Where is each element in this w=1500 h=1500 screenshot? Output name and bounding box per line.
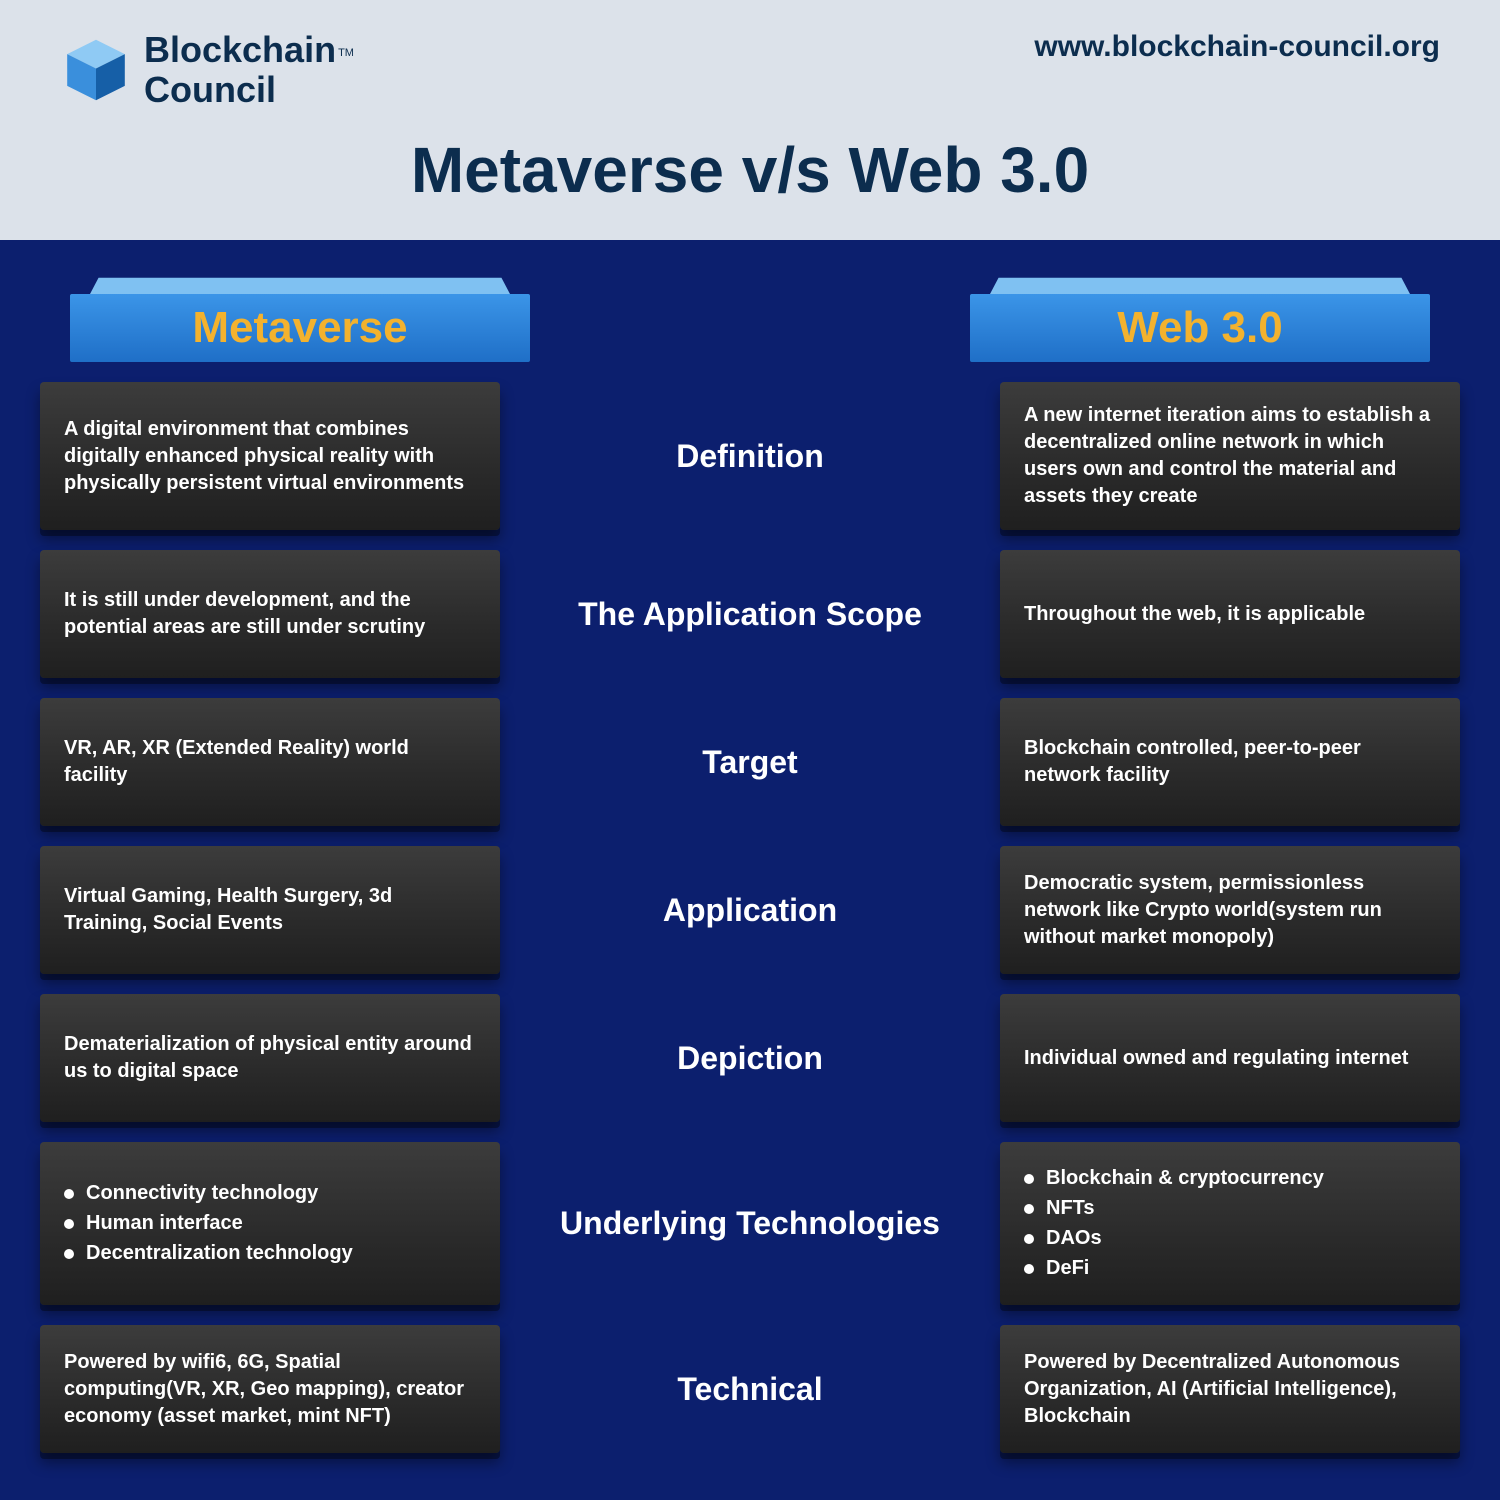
ribbon-accent [970, 1166, 1004, 1280]
comparison-body: Metaverse Web 3.0 A digital environment … [0, 240, 1500, 1500]
left-card: A digital environment that combines digi… [40, 382, 500, 530]
list-item: Decentralization technology [64, 1240, 476, 1267]
card-text: A digital environment that combines digi… [64, 416, 476, 497]
list-item: Human interface [64, 1210, 476, 1237]
card-text: It is still under development, and the p… [64, 587, 476, 641]
web3-header: Web 3.0 [970, 270, 1430, 362]
left-card: Virtual Gaming, Health Surgery, 3d Train… [40, 846, 500, 974]
comparison-row: It is still under development, and the p… [40, 550, 1460, 678]
list-item: Connectivity technology [64, 1180, 476, 1207]
site-url: www.blockchain-council.org [1034, 30, 1440, 64]
cube-icon [60, 34, 132, 106]
right-card: Powered by Decentralized Autonomous Orga… [1000, 1325, 1460, 1453]
right-card-wrap: Powered by Decentralized Autonomous Orga… [970, 1325, 1460, 1453]
header: BlockchainTM Council www.blockchain-coun… [0, 0, 1500, 240]
left-card: VR, AR, XR (Extended Reality) world faci… [40, 698, 500, 826]
right-card-wrap: Throughout the web, it is applicable [970, 550, 1460, 678]
brand-line2: Council [144, 70, 354, 110]
ribbon-accent [496, 569, 530, 659]
right-card: A new internet iteration aims to establi… [1000, 382, 1460, 530]
row-label: Technical [530, 1325, 970, 1453]
ribbon-accent [970, 569, 1004, 659]
card-text: Powered by wifi6, 6G, Spatial computing(… [64, 1349, 476, 1430]
right-card-wrap: A new internet iteration aims to establi… [970, 382, 1460, 530]
left-card-wrap: A digital environment that combines digi… [40, 382, 530, 530]
header-top: BlockchainTM Council www.blockchain-coun… [60, 30, 1440, 109]
right-card: Blockchain & cryptocurrency NFTs DAOs DeFi [1000, 1142, 1460, 1305]
ribbon-accent [496, 865, 530, 955]
card-text: Throughout the web, it is applicable [1024, 601, 1436, 628]
bullet-list: Connectivity technology Human interface De… [64, 1177, 476, 1270]
list-item: DAOs [1024, 1225, 1436, 1252]
card-text: VR, AR, XR (Extended Reality) world faci… [64, 735, 476, 789]
row-label: Target [530, 698, 970, 826]
ribbon-accent [496, 1013, 530, 1103]
ribbon-accent [970, 1344, 1004, 1434]
card-text: Dematerialization of physical entity aro… [64, 1031, 476, 1085]
ribbon-accent [970, 1013, 1004, 1103]
ribbon-accent [496, 1344, 530, 1434]
left-card: Dematerialization of physical entity aro… [40, 994, 500, 1122]
brand-line1: Blockchain [144, 29, 336, 70]
left-card: Powered by wifi6, 6G, Spatial computing(… [40, 1325, 500, 1453]
list-item: DeFi [1024, 1255, 1436, 1282]
logo: BlockchainTM Council [60, 30, 354, 109]
ribbon-accent [970, 717, 1004, 807]
right-card: Throughout the web, it is applicable [1000, 550, 1460, 678]
left-card-wrap: Virtual Gaming, Health Surgery, 3d Train… [40, 846, 530, 974]
ribbon-accent [970, 404, 1004, 508]
trademark: TM [338, 47, 354, 59]
comparison-row: Powered by wifi6, 6G, Spatial computing(… [40, 1325, 1460, 1453]
left-card-wrap: VR, AR, XR (Extended Reality) world faci… [40, 698, 530, 826]
right-card-wrap: Blockchain controlled, peer-to-peer netw… [970, 698, 1460, 826]
right-card-wrap: Individual owned and regulating internet [970, 994, 1460, 1122]
bullet-list: Blockchain & cryptocurrency NFTs DAOs DeFi [1024, 1162, 1436, 1285]
card-text: Blockchain controlled, peer-to-peer netw… [1024, 735, 1436, 789]
card-text: Powered by Decentralized Autonomous Orga… [1024, 1349, 1436, 1430]
right-card: Individual owned and regulating internet [1000, 994, 1460, 1122]
ribbon-accent [970, 865, 1004, 955]
row-label: Application [530, 846, 970, 974]
row-label: Depiction [530, 994, 970, 1122]
row-label: Underlying Technologies [530, 1142, 970, 1305]
right-card: Democratic system, permissionless networ… [1000, 846, 1460, 974]
right-card-wrap: Blockchain & cryptocurrency NFTs DAOs DeFi [970, 1142, 1460, 1305]
left-card: It is still under development, and the p… [40, 550, 500, 678]
card-text: A new internet iteration aims to establi… [1024, 402, 1436, 510]
metaverse-label: Metaverse [192, 303, 407, 353]
metaverse-header: Metaverse [70, 270, 530, 362]
right-card: Blockchain controlled, peer-to-peer netw… [1000, 698, 1460, 826]
web3-label: Web 3.0 [1117, 303, 1282, 353]
rows-container: A digital environment that combines digi… [40, 382, 1460, 1453]
row-label: The Application Scope [530, 550, 970, 678]
left-card-wrap: It is still under development, and the p… [40, 550, 530, 678]
comparison-row: Connectivity technology Human interface De… [40, 1142, 1460, 1305]
column-headers: Metaverse Web 3.0 [40, 270, 1460, 362]
left-card: Connectivity technology Human interface De… [40, 1142, 500, 1305]
ribbon-accent [496, 717, 530, 807]
left-card-wrap: Dematerialization of physical entity aro… [40, 994, 530, 1122]
ribbon-accent [496, 1166, 530, 1280]
page-title: Metaverse v/s Web 3.0 [60, 133, 1440, 207]
list-item: Blockchain & cryptocurrency [1024, 1165, 1436, 1192]
right-card-wrap: Democratic system, permissionless networ… [970, 846, 1460, 974]
comparison-row: VR, AR, XR (Extended Reality) world faci… [40, 698, 1460, 826]
ribbon-accent [496, 404, 530, 508]
card-text: Individual owned and regulating internet [1024, 1045, 1436, 1072]
left-card-wrap: Powered by wifi6, 6G, Spatial computing(… [40, 1325, 530, 1453]
comparison-row: A digital environment that combines digi… [40, 382, 1460, 530]
card-text: Virtual Gaming, Health Surgery, 3d Train… [64, 883, 476, 937]
left-card-wrap: Connectivity technology Human interface De… [40, 1142, 530, 1305]
comparison-row: Virtual Gaming, Health Surgery, 3d Train… [40, 846, 1460, 974]
logo-text: BlockchainTM Council [144, 30, 354, 109]
list-item: NFTs [1024, 1195, 1436, 1222]
row-label: Definition [530, 382, 970, 530]
comparison-row: Dematerialization of physical entity aro… [40, 994, 1460, 1122]
card-text: Democratic system, permissionless networ… [1024, 870, 1436, 951]
